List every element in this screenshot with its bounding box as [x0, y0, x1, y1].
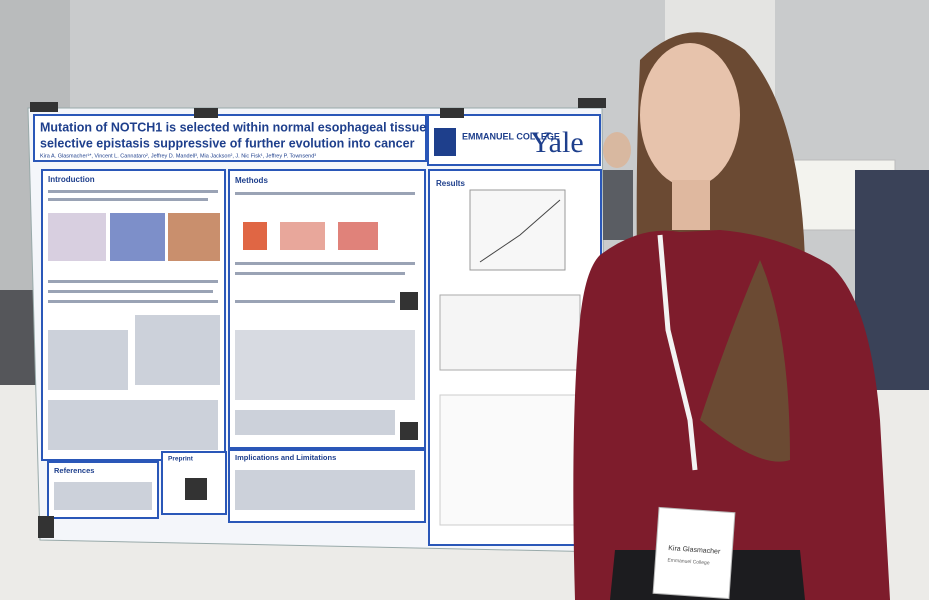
section-heading: Results: [436, 179, 465, 188]
badge-affiliation: Emmanuel College: [667, 557, 710, 566]
hair: [700, 260, 790, 462]
figure: [439, 294, 581, 371]
college-crest: [434, 128, 456, 156]
badge-name: Kira Glasmacher: [668, 545, 721, 556]
qr-code: [185, 478, 207, 500]
face: [640, 43, 740, 187]
section-heading: References: [54, 466, 94, 475]
figure: [48, 213, 106, 261]
college-name: EMMANUEL COLLEGE: [462, 131, 560, 141]
background-person: [603, 132, 631, 168]
binder-clip: [30, 98, 606, 538]
body-text: [48, 190, 415, 510]
section-heading: Methods: [235, 176, 268, 185]
section-heading: Introduction: [48, 175, 95, 184]
neck: [672, 180, 710, 230]
figure: [469, 189, 566, 271]
poster-authors: Kira A. Glasmacher¹*, Vincent L. Cannata…: [40, 153, 316, 159]
figure: [280, 222, 325, 250]
poster-title-line: selective epistasis suppressive of furth…: [40, 136, 415, 150]
panel: [228, 169, 426, 449]
name-badge: [652, 506, 736, 600]
section-heading: Preprint: [168, 456, 194, 463]
background-person: [603, 170, 633, 240]
figure-line: [479, 199, 561, 263]
lanyard: [657, 234, 698, 471]
logo-box: [427, 114, 601, 166]
qr-code: [400, 422, 418, 440]
figure: [243, 222, 267, 250]
figure: [439, 394, 591, 526]
figure: [110, 213, 165, 261]
figure: [168, 213, 220, 261]
qr-code: [400, 292, 418, 310]
figure: [338, 222, 378, 250]
title-box: [33, 114, 427, 162]
poster-title-line: Mutation of NOTCH1 is selected within no…: [40, 120, 509, 134]
university-name: Yale: [530, 126, 584, 159]
section-heading: Implications and Limitations: [235, 453, 336, 462]
